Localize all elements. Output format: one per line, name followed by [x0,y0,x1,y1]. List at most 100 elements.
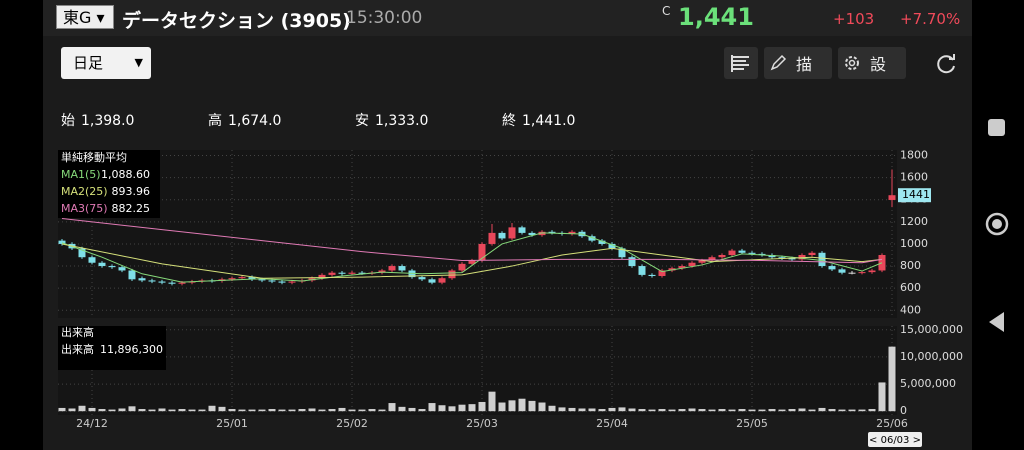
candle-body [178,282,186,284]
header-bar [43,0,972,36]
volume-bar [68,408,76,412]
candle-body [378,270,386,273]
volume-bar [298,409,306,412]
volume-bar [168,409,176,412]
candle-body [168,282,176,284]
volume-bar [148,409,156,412]
ohlc-item: 終 1,441.0 [502,110,649,130]
candle-body [848,272,856,274]
candle-body [58,240,66,244]
candle-body [648,274,656,276]
candle-body [518,227,526,233]
volume-tick-label: 10,000,000 [900,350,963,363]
volume-bar [448,406,456,412]
candle-body [508,227,516,239]
refresh-icon[interactable] [935,52,959,76]
volume-bar [708,409,716,412]
candle-body [488,232,496,244]
settings-button[interactable]: 設定 [838,47,906,79]
volume-bar [628,408,636,412]
candle-body [238,277,246,279]
volume-bar [398,406,406,412]
candle-body [128,270,136,280]
x-tick-label: 25/02 [336,417,368,430]
ma-line [61,232,883,283]
volume-bar [418,409,426,412]
volume-bar [718,409,726,412]
volume-bar [128,406,136,412]
candle-body [318,274,326,279]
ma-legend-name: MA3(75) [61,202,108,215]
volume-bar [98,409,106,412]
candle-body [258,279,266,281]
time: 15:30:00 [346,8,423,28]
candle-body [248,277,256,280]
candle-body [528,232,536,236]
candle-body [228,278,236,280]
x-tick-label: 25/06 [876,417,908,430]
candle-body [458,263,466,271]
ohlc-item: 高 1,674.0 [208,110,355,130]
candle-body [548,231,556,233]
volume-bar [58,407,66,412]
price-tag-label: 1441 [902,188,930,201]
volume-bar [408,407,416,412]
price-tag [898,188,931,203]
gear-icon [845,56,859,70]
volume-bar [78,405,86,412]
back[interactable] [989,312,1004,332]
home-dot [992,219,1002,229]
volume-bar [838,409,846,412]
date-nav-bg [868,432,922,447]
y-tick-label: 1200 [900,215,928,228]
ma-line [61,243,883,279]
candle-body [348,272,356,274]
candle-body [108,266,116,268]
volume-bar [778,409,786,412]
candle-body [678,266,686,269]
x-tick-label: 25/05 [736,417,768,430]
candle-body [738,250,746,253]
home[interactable] [985,212,1009,236]
candle-body [98,262,106,267]
candle-body [758,253,766,255]
candle-body [448,270,456,279]
candle-body [568,231,576,234]
volume-bar [288,409,296,412]
chart: 4006008001000120014001600180005,000,0001… [58,149,963,447]
volume-bar [358,409,366,412]
ma-line [61,218,883,264]
candle-body [88,257,96,263]
ohlc-item: 始 1,398.0 [61,110,208,130]
indicator-button[interactable] [724,47,758,79]
price-panel [58,150,897,318]
x-tick-label: 25/01 [216,417,248,430]
recent-apps[interactable] [988,119,1005,136]
ma-legend-title: 単純移動平均 [61,150,127,164]
y-tick-label: 600 [900,281,921,294]
volume-bar [238,409,246,412]
draw-label: 描画 [796,55,817,74]
candle-body [668,268,676,271]
market-select[interactable]: 東G ▾ [56,5,114,29]
candle-body [828,266,836,270]
volume-bar [188,409,196,412]
volume-bar [618,407,626,412]
candle-body [688,262,696,267]
ohlc-label: 安 [355,113,369,129]
candle-body [328,272,336,275]
volume-bar [698,409,706,412]
candle-body [708,257,716,261]
volume-legend-title: 出来高 [61,325,94,339]
volume-bar [798,408,806,412]
volume-legend-bg [58,326,166,370]
period-select[interactable]: 日足 ▼ [61,47,151,79]
ohlc-label: 始 [61,113,75,129]
volume-bar [88,407,96,412]
candle-body [588,236,596,241]
ma-legend-name: MA1(5) [61,168,101,181]
draw-button[interactable]: 描画 [764,47,832,79]
volume-bar [138,409,146,412]
candle-body [868,270,876,273]
